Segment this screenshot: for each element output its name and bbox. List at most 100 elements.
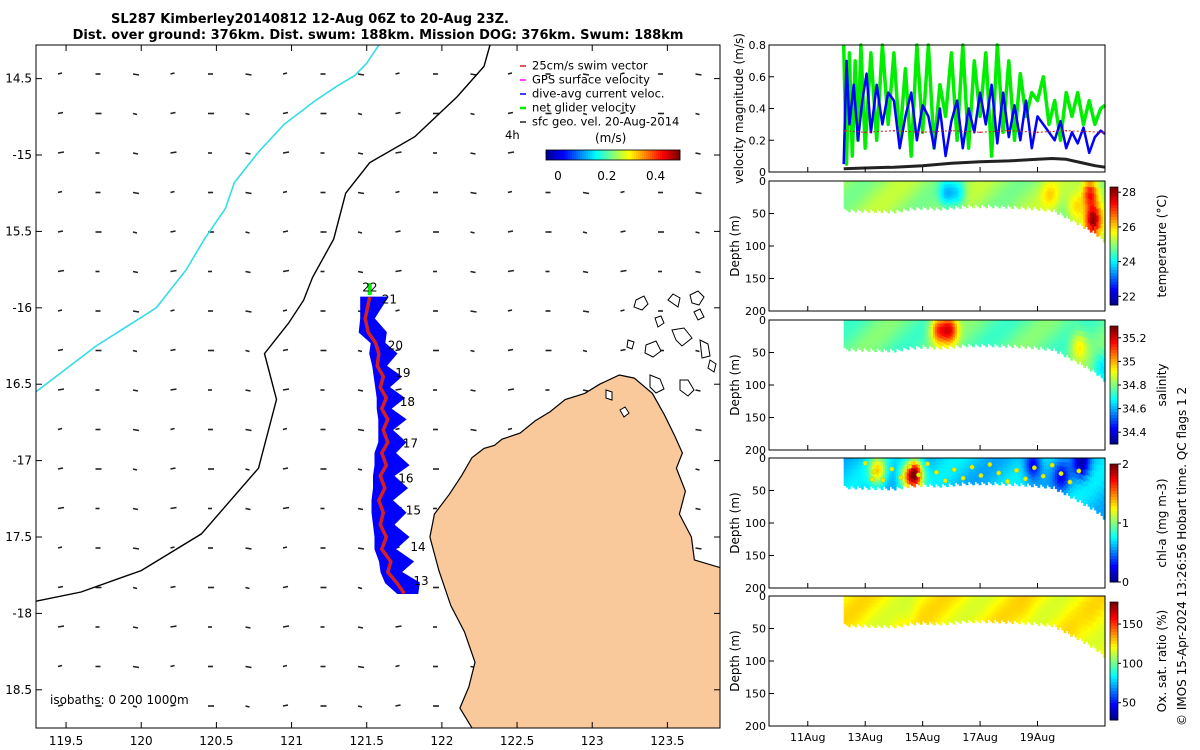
section-cell (1078, 616, 1082, 623)
section-colorbar-cell (1110, 207, 1118, 212)
section-cell (1013, 611, 1017, 615)
section-cell (1050, 327, 1054, 333)
section-cell (928, 203, 932, 207)
section-cell (950, 197, 954, 202)
section-cell (856, 478, 860, 483)
section-colorbar-cell (1110, 493, 1118, 497)
section-ytick-label: 100 (745, 240, 766, 253)
section-cell (965, 343, 969, 348)
section-cell (1052, 602, 1056, 608)
section-colorbar-label: chl-a (mg m-3) (1155, 478, 1169, 567)
section-cell (1044, 188, 1047, 193)
section-cell (854, 200, 858, 205)
section-cell (965, 323, 969, 328)
chl-sample-dot (978, 473, 984, 478)
section-cell (1009, 480, 1012, 485)
section-cell (989, 467, 993, 472)
sfc-velocity-arrow (582, 310, 590, 313)
section-cell (1024, 472, 1028, 477)
sfc-velocity-arrow (395, 309, 400, 312)
section-cell (909, 329, 912, 334)
section-cell (983, 320, 986, 324)
section-colorbar-cell (1110, 343, 1118, 348)
section-cell (1081, 618, 1084, 625)
section-cell (1061, 596, 1065, 601)
section-cell (932, 345, 936, 350)
section-cell (1000, 472, 1004, 477)
section-cell (948, 461, 951, 465)
section-cell (863, 320, 867, 325)
section-cell (1057, 616, 1060, 622)
section-cell (989, 338, 993, 343)
section-cell (871, 599, 875, 605)
section-cell (939, 465, 943, 470)
section-cell (900, 343, 904, 348)
section-cell (845, 483, 849, 488)
section-cell (887, 599, 890, 605)
section-cell (1041, 202, 1045, 207)
section-cell (1026, 473, 1030, 478)
lat-tick-label: 15.5 (5, 224, 32, 238)
section-cell (1070, 330, 1073, 336)
section-cell (1000, 201, 1004, 206)
section-cell (858, 599, 862, 604)
section-cell (1002, 193, 1006, 198)
section-cell (858, 483, 862, 488)
section-cell (909, 181, 912, 185)
section-cell (1054, 484, 1058, 490)
sfc-velocity-arrow (695, 73, 702, 76)
section-cell (937, 471, 941, 476)
section-colorbar-cell (1110, 441, 1118, 445)
section-cell (913, 599, 917, 604)
section-cell (891, 192, 895, 197)
section-cell (932, 614, 936, 619)
section-cell (1098, 353, 1102, 362)
section-colorbar-cell (1110, 576, 1118, 580)
section-cell (980, 183, 984, 188)
section-colorbar-cell (1110, 263, 1118, 268)
section-cell (843, 471, 847, 476)
section-cell (1002, 596, 1006, 600)
section-cell (1050, 480, 1054, 486)
section-cell (946, 188, 949, 193)
section-cell (885, 323, 888, 329)
section-cell (1033, 193, 1036, 198)
section-cell (1046, 184, 1049, 189)
section-cell (898, 323, 901, 328)
section-cell (985, 329, 988, 334)
section-cell (1089, 225, 1093, 233)
section-cell (1007, 340, 1010, 345)
sfc-velocity-arrow (357, 231, 363, 234)
section-cell (943, 320, 947, 324)
section-cell (865, 320, 869, 325)
section-cell (906, 199, 910, 204)
section-cell (871, 458, 875, 463)
section-cell (937, 602, 941, 607)
section-cell (848, 603, 851, 609)
section-cell (1052, 181, 1056, 186)
section-cell (867, 347, 871, 352)
section-cell (1061, 197, 1065, 203)
section-cell (1100, 596, 1104, 604)
section-cell (1083, 487, 1086, 495)
section-cell (950, 461, 954, 466)
section-cell (893, 188, 897, 194)
section-cell (976, 467, 980, 472)
section-cell (909, 480, 912, 485)
section-colorbar-cell (1110, 346, 1118, 351)
section-cell (900, 346, 904, 352)
section-cell (919, 344, 923, 349)
section-cell (1004, 201, 1008, 206)
section-cell (1050, 599, 1054, 605)
section-cell (843, 461, 847, 466)
section-cell (845, 479, 849, 484)
section-cell (1044, 469, 1047, 474)
section-cell (952, 333, 956, 338)
section-cell (1063, 320, 1067, 326)
section-colorbar-cell (1110, 508, 1118, 512)
section-cell (1020, 464, 1023, 468)
section-cell (950, 458, 954, 462)
section-cell (1070, 493, 1073, 499)
chl-sample-dot (1067, 479, 1073, 485)
